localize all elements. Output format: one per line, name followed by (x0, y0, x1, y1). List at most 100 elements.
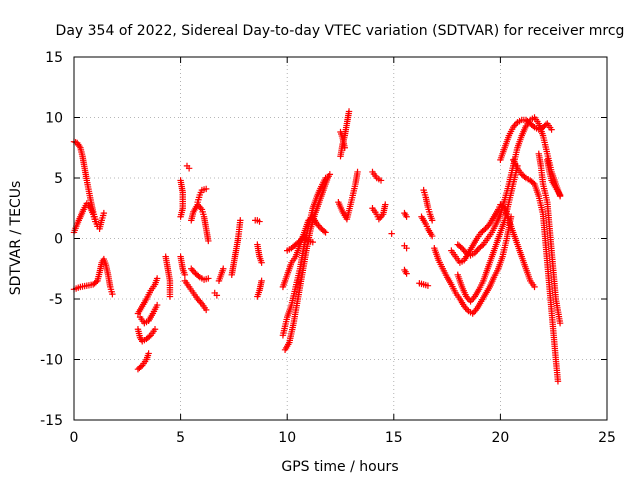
data-point (145, 350, 152, 357)
series-arc-45 (544, 156, 564, 199)
grid (74, 57, 607, 420)
data-point (181, 271, 189, 278)
data-point (137, 363, 145, 370)
data-point (237, 217, 244, 224)
series-arc-11 (183, 162, 193, 172)
data-point (403, 244, 410, 252)
data-point (166, 293, 174, 300)
plot-frame (73, 56, 608, 421)
y-tick-label: -10 (40, 353, 63, 369)
series-arc-42 (497, 116, 555, 164)
data-point (258, 277, 265, 285)
series-arc-12 (181, 277, 210, 314)
series-arc-19 (252, 217, 263, 225)
tick-labels: 0 5 10 15 20 25 -15 -10 -5 0 5 10 15 (40, 50, 616, 446)
data-point (542, 121, 550, 128)
series-arc-13 (188, 201, 212, 245)
series-arc-20 (254, 241, 265, 266)
y-tick-label: 0 (54, 232, 63, 248)
data-point (554, 378, 562, 385)
data-point (345, 108, 353, 115)
data-point (100, 209, 108, 217)
data-point (556, 320, 564, 327)
data-point (468, 296, 476, 304)
series-arc-24 (279, 213, 329, 291)
series-arc-35 (416, 280, 432, 289)
data-point (341, 144, 348, 151)
y-tick-label: -15 (40, 413, 63, 429)
data-point (309, 238, 316, 246)
data-point (457, 243, 464, 251)
y-tick-label: 10 (45, 111, 63, 127)
series-arc-31 (388, 230, 395, 237)
series-arc-41 (454, 162, 521, 305)
data-point (258, 259, 265, 266)
series-arc-21 (254, 277, 265, 300)
data-point (153, 275, 161, 282)
series-arc-18 (228, 217, 244, 278)
data-point (109, 290, 116, 298)
series-arc-9 (177, 177, 186, 220)
data-point (320, 228, 328, 235)
data-point (92, 278, 100, 286)
series-arc-3 (70, 255, 116, 298)
series-arc-16 (215, 265, 227, 285)
data-point (195, 297, 203, 304)
series-arc-37 (418, 213, 436, 240)
data-point (548, 126, 555, 133)
series-arc-32 (401, 209, 410, 220)
data-point (202, 306, 210, 314)
data-point (322, 229, 329, 236)
data-point (428, 217, 436, 224)
series-arc-44 (535, 150, 564, 327)
data-point (195, 272, 202, 280)
data-point (205, 275, 212, 282)
data-point (428, 232, 436, 240)
series-arc-5 (134, 326, 159, 345)
series-arc-14 (194, 185, 210, 206)
axis-ticks (73, 56, 608, 421)
data-point (220, 265, 227, 272)
y-tick-label: -5 (49, 292, 63, 308)
x-tick-label: 25 (598, 430, 616, 446)
series-arc-10 (177, 253, 189, 278)
series-arc-17 (211, 289, 221, 299)
series-arc-43 (509, 156, 562, 385)
data-point (403, 270, 410, 277)
data-point (322, 174, 329, 182)
data-points (70, 108, 564, 385)
series-arc-29 (369, 168, 385, 184)
series-arc-39 (448, 201, 538, 291)
data-point (146, 333, 153, 340)
data-point (92, 218, 99, 225)
data-point (556, 191, 564, 199)
data-point (177, 213, 184, 220)
series-arc-6 (134, 275, 161, 317)
series-arc-27 (337, 128, 348, 151)
series-arc-34 (401, 266, 410, 277)
data-point (213, 292, 221, 299)
data-point (295, 238, 302, 246)
y-axis-label: SDTVAR / TECUs (8, 181, 24, 296)
data-point (403, 213, 410, 220)
data-point (382, 201, 389, 208)
data-point (188, 265, 195, 272)
x-tick-label: 15 (385, 430, 403, 446)
data-point (521, 173, 528, 180)
data-point (424, 282, 432, 289)
data-point (151, 326, 159, 333)
chart-title: Day 354 of 2022, Sidereal Day-to-day VTE… (56, 23, 625, 39)
series-arc-36 (420, 186, 436, 224)
data-point (354, 168, 361, 176)
data-point (531, 283, 538, 291)
series-arc-1 (70, 138, 108, 233)
series-arc-25 (284, 232, 316, 254)
series-arc-4 (134, 350, 152, 373)
data-point (467, 298, 474, 305)
x-tick-label: 10 (278, 430, 296, 446)
data-point (202, 185, 210, 193)
series-arc-2 (70, 200, 99, 236)
data-point (480, 226, 488, 234)
data-point (153, 301, 161, 309)
